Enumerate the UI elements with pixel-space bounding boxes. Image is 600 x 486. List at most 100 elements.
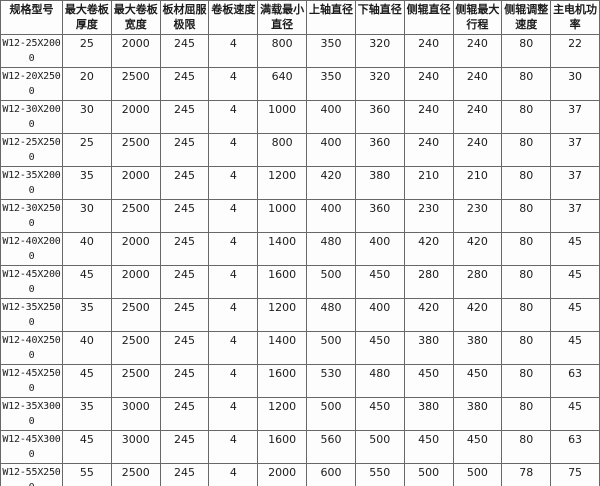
table-row: W12-45X2000 45 2000 245 4 1600 500 450 280 280 80 4… — [0, 265, 600, 299]
table-row: W12-40X2000 40 2000 245 4 1400 480 400 420 420 80 4… — [0, 232, 600, 266]
table-header: 规格型号 最大卷板厚度 最大卷板宽度 板材屈服极限 卷板速度 满载最小直径 上轴直径 下轴直径… — [0, 0, 600, 35]
value-cell: 2500 — [110, 364, 161, 398]
spec-model-cell: W12-25X2000 — [0, 34, 63, 68]
spec-model-cell: W12-40X2000 — [0, 232, 63, 266]
value-cell: 320 — [354, 67, 405, 101]
value-cell: 245 — [159, 298, 210, 332]
value-cell: 80 — [501, 133, 552, 167]
value-cell: 30 — [550, 67, 600, 101]
value-cell: 2000 — [110, 232, 161, 266]
value-cell: 240 — [403, 67, 454, 101]
value-cell: 600 — [306, 463, 356, 486]
header-cell: 下轴直径 — [354, 0, 405, 35]
value-cell: 37 — [550, 100, 600, 134]
value-cell: 640 — [257, 67, 308, 101]
value-cell: 80 — [501, 232, 552, 266]
value-cell: 1000 — [257, 100, 308, 134]
table-row: W12-45X2500 45 2500 245 4 1600 530 480 450 450 80 6… — [0, 364, 600, 398]
value-cell: 245 — [159, 166, 210, 200]
spec-model-cell: W12-20X2500 — [0, 67, 63, 101]
value-cell: 450 — [403, 430, 454, 464]
table-row: W12-25X2500 25 2500 245 4 800 400 360 240 240 80 37 — [0, 133, 600, 167]
value-cell: 380 — [403, 397, 454, 431]
value-cell: 240 — [452, 133, 503, 167]
value-cell: 500 — [452, 463, 503, 486]
value-cell: 1600 — [257, 430, 308, 464]
value-cell: 2500 — [110, 331, 161, 365]
table-row: W12-55X250055250024542000600550500500787… — [0, 463, 600, 486]
value-cell: 2000 — [257, 463, 308, 486]
value-cell: 450 — [354, 397, 405, 431]
value-cell: 45 — [550, 265, 600, 299]
value-cell: 1600 — [257, 265, 308, 299]
value-cell: 420 — [306, 166, 356, 200]
spec-model-cell: W12-25X2500 — [0, 133, 63, 167]
value-cell: 22 — [550, 34, 600, 68]
value-cell: 240 — [452, 100, 503, 134]
value-cell: 480 — [306, 298, 356, 332]
value-cell: 240 — [403, 100, 454, 134]
value-cell: 245 — [159, 430, 210, 464]
header-cell: 规格型号 — [0, 0, 63, 35]
value-cell: 245 — [159, 67, 210, 101]
value-cell: 2000 — [110, 265, 161, 299]
value-cell: 400 — [306, 199, 356, 233]
value-cell: 210 — [403, 166, 454, 200]
value-cell: 4 — [208, 463, 259, 486]
value-cell: 420 — [403, 232, 454, 266]
spec-model-cell: W12-45X3000 — [0, 430, 63, 464]
value-cell: 245 — [159, 463, 210, 486]
value-cell: 2500 — [110, 463, 161, 486]
value-cell: 80 — [501, 265, 552, 299]
value-cell: 55 — [62, 463, 112, 486]
value-cell: 80 — [501, 298, 552, 332]
value-cell: 37 — [550, 199, 600, 233]
value-cell: 245 — [159, 331, 210, 365]
header-cell: 最大卷板宽度 — [110, 0, 161, 35]
value-cell: 245 — [159, 364, 210, 398]
value-cell: 80 — [501, 100, 552, 134]
value-cell: 1200 — [257, 298, 308, 332]
spec-model-cell: W12-30X2500 — [0, 199, 63, 233]
value-cell: 245 — [159, 100, 210, 134]
value-cell: 230 — [452, 199, 503, 233]
header-cell: 板材屈服极限 — [159, 0, 210, 35]
value-cell: 800 — [257, 133, 308, 167]
value-cell: 80 — [501, 430, 552, 464]
value-cell: 45 — [62, 364, 112, 398]
value-cell: 400 — [354, 298, 405, 332]
value-cell: 45 — [550, 298, 600, 332]
value-cell: 45 — [62, 430, 112, 464]
value-cell: 400 — [306, 133, 356, 167]
table-row: W12-20X2500 20 2500 245 4 640 350 320 240 240 80 30 — [0, 67, 600, 101]
value-cell: 240 — [403, 34, 454, 68]
value-cell: 4 — [208, 100, 259, 134]
spec-model-cell: W12-35X2000 — [0, 166, 63, 200]
value-cell: 500 — [354, 430, 405, 464]
value-cell: 450 — [354, 265, 405, 299]
value-cell: 4 — [208, 298, 259, 332]
value-cell: 360 — [354, 199, 405, 233]
value-cell: 480 — [354, 364, 405, 398]
value-cell: 63 — [550, 430, 600, 464]
value-cell: 25 — [62, 133, 112, 167]
header-cell: 主电机功率 — [550, 0, 600, 35]
value-cell: 240 — [403, 133, 454, 167]
value-cell: 450 — [354, 331, 405, 365]
value-cell: 30 — [62, 199, 112, 233]
value-cell: 4 — [208, 232, 259, 266]
table-body: W12-25X2000 25 2000 245 4 800 350 320 240 240 80 22… — [0, 34, 600, 486]
value-cell: 360 — [354, 100, 405, 134]
value-cell: 350 — [306, 67, 356, 101]
spec-model-cell: W12-35X2500 — [0, 298, 63, 332]
value-cell: 3000 — [110, 397, 161, 431]
value-cell: 380 — [452, 397, 503, 431]
value-cell: 45 — [550, 331, 600, 365]
value-cell: 25 — [62, 34, 112, 68]
value-cell: 4 — [208, 265, 259, 299]
value-cell: 37 — [550, 133, 600, 167]
value-cell: 380 — [452, 331, 503, 365]
value-cell: 360 — [354, 133, 405, 167]
value-cell: 35 — [62, 397, 112, 431]
